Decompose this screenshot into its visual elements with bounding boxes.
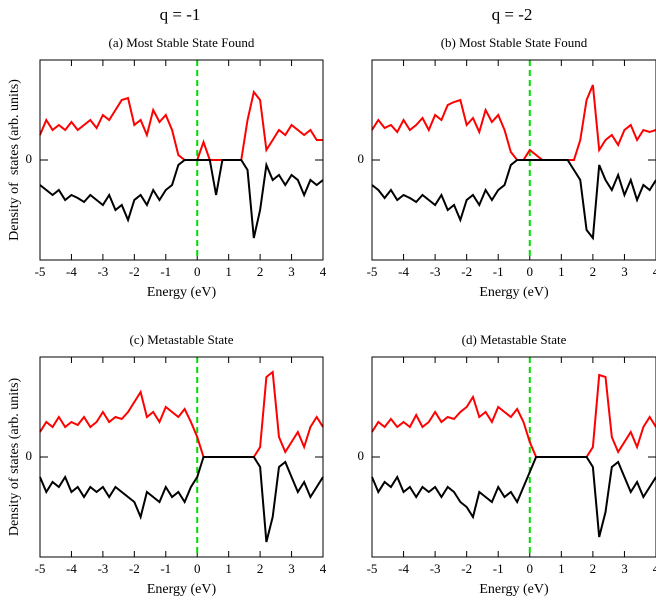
dos-line (39, 159, 324, 239)
x-tick-label: 4 (653, 264, 656, 279)
dos-line (371, 373, 656, 458)
x-tick-label: 4 (653, 561, 656, 576)
y-tick-label: 0 (358, 151, 365, 166)
x-tick-label: 0 (527, 264, 534, 279)
x-tick-label: 4 (320, 561, 327, 576)
x-tick-label: 2 (590, 561, 597, 576)
x-tick-label: -5 (35, 264, 46, 279)
panel-title: (c) Metastable State (130, 332, 234, 347)
dos-line (371, 456, 656, 538)
x-tick-label: -1 (160, 561, 171, 576)
x-tick-label: -4 (66, 561, 77, 576)
column-title: q = -2 (492, 5, 533, 24)
x-tick-label: 1 (225, 264, 232, 279)
x-tick-label: 0 (527, 561, 534, 576)
x-tick-label: 3 (621, 264, 628, 279)
plot-frame (371, 59, 656, 261)
plot-frame (39, 59, 324, 261)
x-tick-label: -3 (97, 561, 108, 576)
panel-title: (d) Metastable State (462, 332, 567, 347)
dos-line (39, 456, 324, 543)
x-tick-label: 1 (558, 264, 565, 279)
x-tick-label: -1 (493, 264, 504, 279)
x-tick-label: 3 (288, 561, 295, 576)
y-tick-label: 0 (358, 448, 365, 463)
plot-frame (39, 356, 324, 558)
panel-title: (a) Most Stable State Found (109, 35, 255, 50)
column-title: q = -1 (160, 5, 201, 24)
x-tick-label: 0 (194, 561, 201, 576)
x-tick-label: 1 (225, 561, 232, 576)
dos-line (371, 84, 656, 161)
x-tick-label: 4 (320, 264, 327, 279)
y-tick-label: 0 (26, 448, 33, 463)
panel-title: (b) Most Stable State Found (441, 35, 588, 50)
x-tick-label: -4 (398, 561, 409, 576)
x-tick-label: -4 (66, 264, 77, 279)
x-tick-label: 2 (590, 264, 597, 279)
x-tick-label: -2 (461, 264, 472, 279)
dos-line (39, 370, 324, 458)
x-tick-label: 3 (621, 561, 628, 576)
x-tick-label: -2 (461, 561, 472, 576)
x-tick-label: -1 (493, 561, 504, 576)
x-axis-label: Energy (eV) (147, 285, 217, 300)
x-tick-label: -3 (430, 561, 441, 576)
x-tick-label: -2 (129, 264, 140, 279)
x-tick-label: -2 (129, 561, 140, 576)
y-axis-label: Density of states (arb. units) (7, 378, 22, 537)
x-tick-label: -5 (367, 264, 378, 279)
x-axis-label: Energy (eV) (479, 285, 549, 300)
x-tick-label: -5 (367, 561, 378, 576)
x-tick-label: 1 (558, 561, 565, 576)
x-tick-label: 3 (288, 264, 295, 279)
dos-line (371, 159, 656, 241)
x-tick-label: -5 (35, 561, 46, 576)
x-axis-label: Energy (eV) (147, 582, 217, 597)
x-tick-label: -3 (430, 264, 441, 279)
dos-line (39, 89, 323, 161)
x-tick-label: 2 (257, 264, 264, 279)
x-tick-label: 2 (257, 561, 264, 576)
plot-frame (371, 356, 656, 558)
x-tick-label: -3 (97, 264, 108, 279)
y-axis-label: Density of states (arb. units) (7, 79, 22, 241)
y-tick-label: 0 (26, 151, 33, 166)
x-axis-label: Energy (eV) (479, 582, 549, 597)
x-tick-label: -1 (160, 264, 171, 279)
x-tick-label: 0 (194, 264, 201, 279)
x-tick-label: -4 (398, 264, 409, 279)
